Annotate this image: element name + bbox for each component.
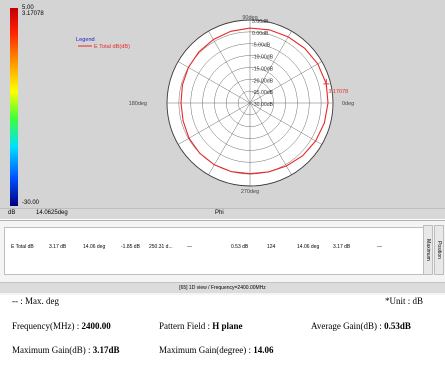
table-cell: 250.31 d... [149, 244, 173, 250]
grid-spoke [177, 102, 251, 145]
radial-tick-label: -10.00dB [252, 55, 274, 61]
table-cell: 14.06 deg [297, 244, 320, 250]
grid-spoke [249, 102, 292, 176]
radial-tick-label: -20.00dB [252, 78, 274, 84]
max-gain-label: Maximum Gain(dB) : [12, 345, 91, 355]
table-cell: 3.17 dB [333, 244, 351, 250]
legend-series-label: E Total dB(dB) [94, 44, 130, 50]
grid-spoke [249, 30, 292, 104]
polar-chart: 5.00dB 0.00dB -5.00dB -10.00dB -15.00dB -20.0… [76, 15, 355, 195]
frequency-label: Frequency(MHz) : [12, 321, 80, 331]
grid-spoke [249, 102, 323, 145]
pattern-info: Pattern Field : H plane [159, 321, 243, 331]
max-gain-degree-info: Maximum Gain(degree) : 14.06 [159, 345, 273, 355]
max-gain-degree-label: Maximum Gain(degree) : [159, 345, 251, 355]
colorbar-max-label: 5.00 [22, 5, 34, 11]
radial-tick-label: 5.00dB [252, 19, 269, 25]
radial-tick-label: -5.00dB [252, 43, 271, 49]
results-table-area: E Total dB 3.17 dB 14.06 deg -1.85 dB 25… [0, 220, 445, 295]
series-group: 3.17078 [180, 27, 348, 175]
angle-label-left: 180deg [129, 101, 147, 107]
phi-axis-bar: dB 14.0625deg Phi [0, 208, 445, 219]
average-gain-label: Average Gain(dB) : [311, 321, 382, 331]
phi-label: Phi [215, 210, 224, 216]
max-marker-label: 3.17078 [328, 89, 348, 95]
pattern-value: H plane [212, 321, 243, 331]
polar-grid [166, 19, 334, 187]
colorbar-unit-label: dB [8, 210, 16, 216]
colorbar-min-label: -30.00 [22, 200, 40, 206]
max-gain-value: 3.17dB [92, 345, 120, 355]
tab-position-label: Position [436, 241, 442, 259]
angle-label-bottom: 270deg [241, 189, 259, 195]
table-cell: E Total dB [11, 244, 34, 250]
max-gain-info: Maximum Gain(dB) : 3.17dB [12, 345, 120, 355]
table-cell: — [377, 244, 382, 250]
table-cell: 14.06 deg [83, 244, 106, 250]
radial-tick-label: -25.00dB [252, 90, 274, 96]
grid-spoke [208, 30, 251, 104]
tab-maximum[interactable]: Maximum [423, 225, 433, 275]
results-table: E Total dB 3.17 dB 14.06 deg -1.85 dB 25… [4, 227, 424, 275]
color-scale-bar [10, 8, 18, 206]
grid-spoke [208, 102, 251, 176]
tab-position[interactable]: Position [434, 225, 444, 275]
grid-spoke [249, 61, 323, 104]
frequency-info: Frequency(MHz) : 2400.00 [12, 321, 111, 331]
radial-tick-label: 0.00dB [252, 31, 269, 37]
colorbar-max2-label: 3.17078 [22, 11, 44, 17]
pattern-label: Pattern Field : [159, 321, 210, 331]
frequency-value: 2400.00 [81, 321, 111, 331]
table-row[interactable]: E Total dB 3.17 dB 14.06 deg -1.85 dB 25… [5, 242, 423, 252]
radial-tick-labels: 5.00dB 0.00dB -5.00dB -10.00dB -15.00dB -20.0… [129, 15, 355, 195]
angle-label-right: 0deg [342, 101, 354, 107]
view-status-bar: [65] 1D view / Frequency=2400.00MHz [0, 282, 445, 293]
grid-spoke [177, 61, 251, 104]
table-cell: — [187, 244, 192, 250]
radial-tick-label: -15.00dB [252, 66, 274, 72]
series-line [180, 27, 329, 175]
average-gain-info: Average Gain(dB) : 0.53dB [311, 321, 411, 331]
plot-panel: 5.00 3.17078 -30.00 5.00dB 0.00dB -5.00dB -… [0, 0, 445, 219]
table-cell: -1.85 dB [121, 244, 140, 250]
tab-maximum-label: Maximum [425, 239, 431, 261]
table-cell: 124 [267, 244, 276, 250]
table-cell: 0.53 dB [231, 244, 249, 250]
max-gain-degree-value: 14.06 [253, 345, 274, 355]
max-deg-legend: -- : Max. deg [12, 296, 59, 306]
legend-title: Legend [76, 37, 95, 43]
unit-label: *Unit : dB [385, 296, 424, 306]
angle-label-top: 90deg [242, 15, 257, 21]
average-gain-value: 0.53dB [384, 321, 411, 331]
current-angle-label: 14.0625deg [36, 210, 68, 216]
radial-tick-label: -30.00dB [252, 102, 274, 108]
table-cell: 3.17 dB [49, 244, 67, 250]
